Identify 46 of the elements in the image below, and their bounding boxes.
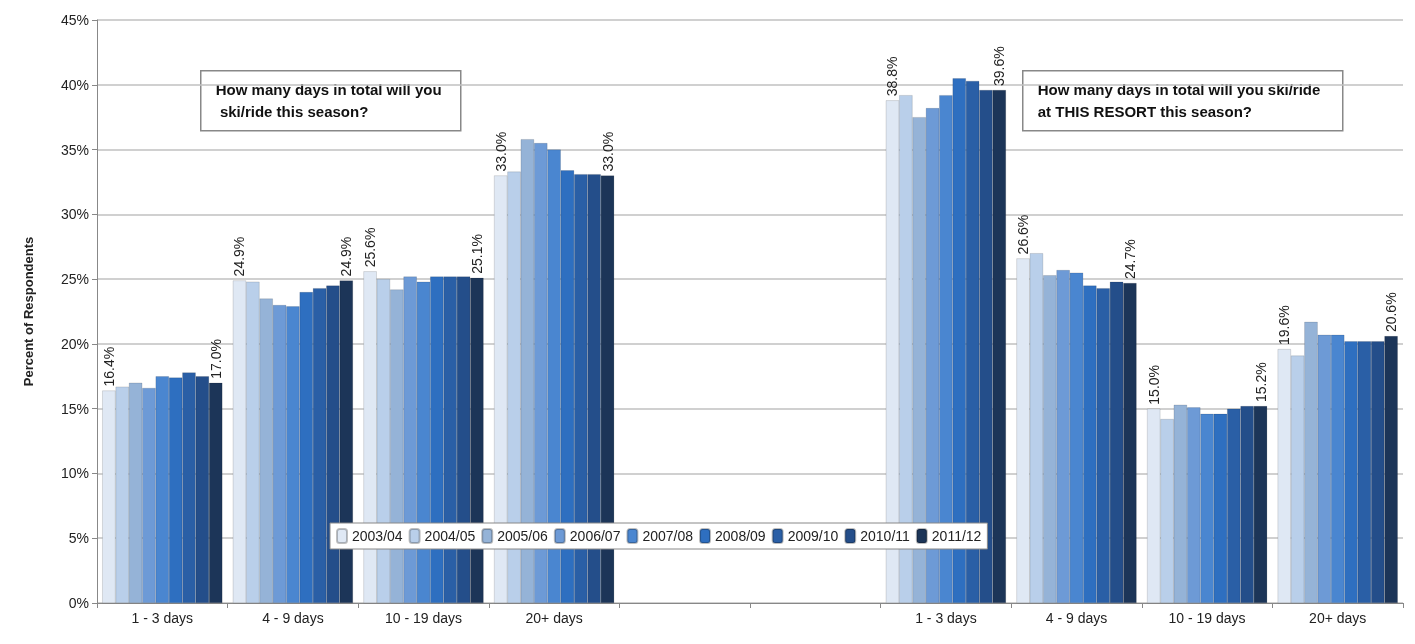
y-axis-title: Percent of Respondents — [21, 236, 36, 387]
y-tick-label: 25% — [60, 271, 89, 288]
y-tick-label: 20% — [60, 335, 89, 352]
x-tick-label: 1 - 3 days — [915, 610, 977, 626]
x-tick-label: 20+ days — [525, 610, 583, 626]
y-tick-label: 5% — [68, 530, 89, 547]
legend-label: 2004/05 — [424, 528, 476, 544]
data-label: 26.6% — [1015, 214, 1032, 255]
x-tick-label: 1 - 3 days — [131, 610, 194, 626]
legend-label: 2008/09 — [715, 528, 766, 544]
data-label: 25.6% — [362, 227, 379, 268]
y-tick-label: 35% — [60, 141, 89, 158]
data-label: 33.0% — [599, 131, 616, 172]
y-tick-label: 40% — [60, 76, 89, 93]
legend-label: 2010/11 — [860, 528, 911, 544]
x-tick-label: 10 - 19 days — [384, 610, 463, 626]
annotation: How many days in total will you ski/ride at THIS RESORT this season? — [1037, 81, 1325, 121]
data-label: 24.9% — [231, 236, 248, 277]
data-label: 15.2% — [1252, 362, 1269, 403]
data-label: 38.8% — [884, 56, 901, 97]
legend-label: 2005/06 — [497, 528, 549, 544]
y-tick-label: 30% — [60, 206, 89, 223]
data-label: 33.0% — [492, 131, 509, 172]
legend-label: 2003/04 — [352, 528, 403, 544]
data-label: 39.6% — [991, 46, 1008, 86]
data-label: 24.9% — [338, 236, 355, 277]
data-label: 24.7% — [1121, 239, 1138, 279]
legend-label: 2006/07 — [569, 528, 621, 544]
y-tick-label: 10% — [60, 465, 89, 482]
legend-label: 2011/12 — [931, 528, 982, 544]
y-tick-label: 45% — [60, 12, 89, 28]
x-tick-label: 4 - 9 days — [1045, 610, 1108, 626]
data-label: 25.1% — [468, 234, 485, 274]
data-label: 16.4% — [100, 346, 117, 387]
data-label: 17.0% — [207, 339, 224, 379]
x-tick-label: 10 - 19 days — [1168, 610, 1246, 626]
data-label: 19.6% — [1276, 305, 1293, 346]
x-tick-label: 20+ days — [1309, 610, 1367, 626]
legend-label: 2009/10 — [787, 528, 839, 544]
y-tick-label: 0% — [68, 595, 89, 611]
data-label: 20.6% — [1383, 292, 1400, 333]
legend-label: 2007/08 — [642, 528, 694, 544]
y-tick-label: 15% — [60, 400, 89, 417]
x-tick-label: 4 - 9 days — [262, 610, 324, 626]
data-label: 15.0% — [1145, 364, 1162, 405]
annotation: How many days in total will you ski/ride this season? — [215, 81, 442, 121]
